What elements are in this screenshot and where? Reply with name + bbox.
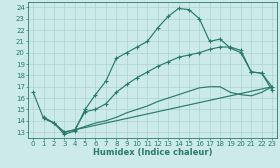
X-axis label: Humidex (Indice chaleur): Humidex (Indice chaleur)	[93, 148, 212, 157]
